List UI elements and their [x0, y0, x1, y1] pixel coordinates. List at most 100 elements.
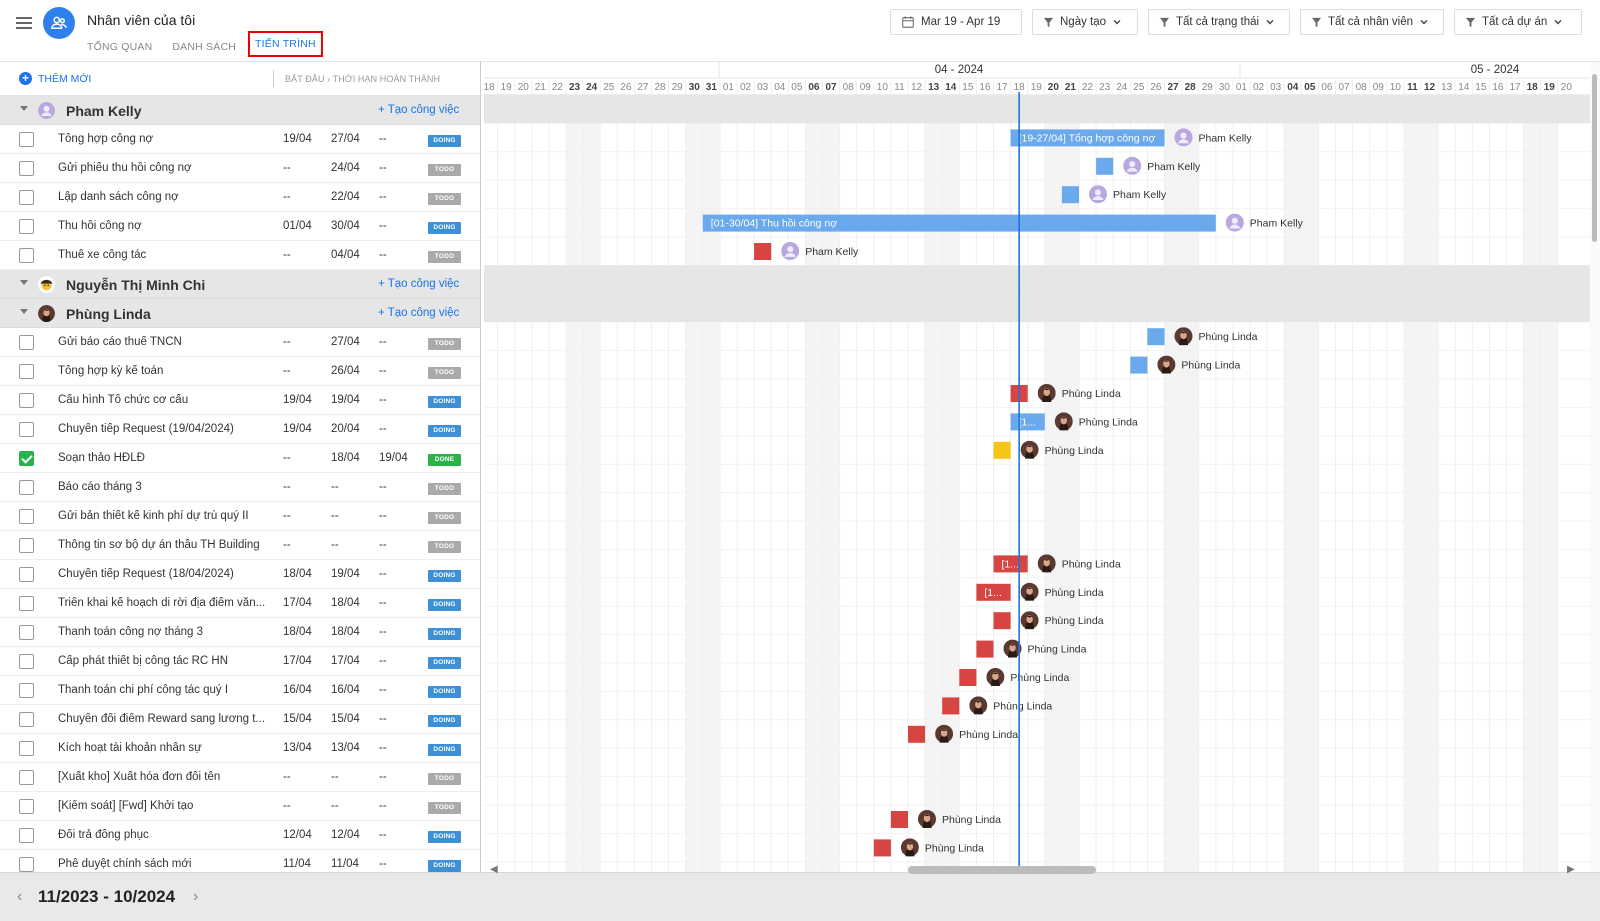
vertical-scrollbar-thumb[interactable]	[1592, 74, 1597, 242]
task-row[interactable]: Thanh toán chi phí công tác quý I 16/04 …	[0, 676, 480, 705]
project-filter[interactable]: Tất cả dự án	[1454, 9, 1582, 35]
task-bar[interactable]	[873, 839, 891, 857]
task-checkbox[interactable]	[19, 364, 34, 379]
task-bar[interactable]	[993, 612, 1011, 630]
task-row[interactable]: Lập danh sách công nợ -- 22/04 -- TODO	[0, 183, 480, 212]
create-task-link[interactable]: + Tạo công việc	[378, 278, 460, 290]
task-name[interactable]: Thanh toán công nợ tháng 3	[58, 626, 204, 638]
date-range-picker[interactable]: Mar 19 - Apr 19	[890, 9, 1022, 35]
task-row[interactable]: Báo cáo tháng 3 -- -- -- TODO	[0, 473, 480, 502]
task-bar[interactable]	[1147, 328, 1165, 346]
task-name[interactable]: Cấp phát thiết bị công tác RC HN	[58, 655, 229, 667]
task-checkbox[interactable]	[19, 538, 34, 553]
task-row[interactable]: Kích hoạt tài khoản nhân sự 13/04 13/04 …	[0, 734, 480, 763]
tab-list[interactable]: DANH SÁCH	[172, 41, 237, 53]
tab-timeline[interactable]: TIẾN TRÌNH	[248, 31, 323, 57]
collapse-caret-icon[interactable]	[20, 280, 28, 285]
task-row[interactable]: Thông tin sơ bộ dự án thầu TH Building -…	[0, 531, 480, 560]
task-checkbox[interactable]	[19, 857, 34, 872]
task-bar[interactable]	[890, 811, 908, 828]
group-row[interactable]: Pham Kelly + Tạo công việc	[0, 96, 480, 125]
task-name[interactable]: Soạn thảo HĐLĐ	[58, 452, 145, 464]
horizontal-scrollbar[interactable]: ◀ ▶	[484, 864, 1590, 876]
task-row[interactable]: Triển khai kế hoạch di rời địa điểm văn.…	[0, 589, 480, 618]
task-row[interactable]: Cấu hình Tổ chức cơ cấu 19/04 19/04 -- D…	[0, 386, 480, 415]
task-row[interactable]: Chuyển tiếp Request (18/04/2024) 18/04 1…	[0, 560, 480, 589]
task-bar[interactable]	[754, 243, 772, 260]
task-row[interactable]: Đổi trả đồng phục 12/04 12/04 -- DOING	[0, 821, 480, 850]
task-checkbox[interactable]	[19, 422, 34, 437]
task-row[interactable]: Chuyển đổi điểm Reward sang lương t... 1…	[0, 705, 480, 734]
next-range-icon[interactable]: ›	[193, 888, 199, 905]
task-checkbox[interactable]	[19, 770, 34, 785]
task-row[interactable]: Soạn thảo HĐLĐ -- 18/04 19/04 DONE	[0, 444, 480, 473]
scroll-right-icon[interactable]: ▶	[1567, 864, 1575, 875]
task-bar[interactable]	[908, 725, 926, 743]
task-checkbox[interactable]	[19, 480, 34, 495]
staff-filter[interactable]: Tất cả nhân viên	[1300, 9, 1444, 35]
task-name[interactable]: Gửi báo cáo thuế TNCN	[58, 336, 182, 348]
task-name[interactable]: Tổng hợp kỳ kế toán	[58, 365, 164, 377]
task-name[interactable]: Phê duyệt chính sách mới	[58, 858, 192, 870]
sort-filter[interactable]: Ngày tạo	[1032, 9, 1138, 35]
task-checkbox[interactable]	[19, 567, 34, 582]
task-bar[interactable]	[1096, 157, 1114, 175]
collapse-caret-icon[interactable]	[20, 106, 28, 111]
task-bar[interactable]	[1130, 356, 1148, 374]
task-checkbox[interactable]	[19, 190, 34, 205]
task-name[interactable]: Chuyển đổi điểm Reward sang lương t...	[58, 713, 266, 725]
task-name[interactable]: Lập danh sách công nợ	[58, 191, 179, 203]
task-bar[interactable]	[1061, 186, 1079, 204]
task-name[interactable]: Thanh toán chi phí công tác quý I	[58, 684, 229, 696]
task-checkbox[interactable]	[19, 596, 34, 611]
create-task-link[interactable]: + Tạo công việc	[378, 104, 460, 116]
task-checkbox[interactable]	[19, 799, 34, 814]
task-name[interactable]: Gửi bản thiết kế kinh phí dự trù quý II	[58, 510, 249, 522]
task-row[interactable]: Thuê xe công tác -- 04/04 -- TODO	[0, 241, 480, 270]
task-checkbox[interactable]	[19, 219, 34, 234]
task-name[interactable]: Chuyển tiếp Request (19/04/2024)	[58, 423, 234, 435]
task-checkbox[interactable]	[19, 712, 34, 727]
add-new-button[interactable]: + THÊM MỚI	[19, 72, 91, 85]
task-checkbox[interactable]	[19, 625, 34, 640]
task-row[interactable]: Tổng hợp công nợ 19/04 27/04 -- DOING	[0, 125, 480, 154]
status-filter[interactable]: Tất cả trạng thái	[1148, 9, 1290, 35]
task-bar[interactable]	[976, 640, 994, 658]
task-checkbox[interactable]	[19, 248, 34, 263]
task-name[interactable]: Triển khai kế hoạch di rời địa điểm văn.…	[58, 597, 266, 609]
task-bar[interactable]	[976, 583, 1011, 601]
task-bar[interactable]	[942, 697, 960, 715]
task-name[interactable]: [Kiểm soát] [Fwd] Khởi tạo	[58, 800, 194, 812]
task-name[interactable]: Thông tin sơ bộ dự án thầu TH Building	[58, 539, 260, 551]
create-task-link[interactable]: + Tạo công việc	[378, 307, 460, 319]
task-name[interactable]: Gửi phiếu thu hồi công nợ	[58, 162, 192, 174]
hamburger-menu-icon[interactable]	[14, 14, 34, 34]
task-row[interactable]: [Kiểm soát] [Fwd] Khởi tạo -- -- -- TODO	[0, 792, 480, 821]
task-checkbox[interactable]	[19, 132, 34, 147]
task-row[interactable]: Cấp phát thiết bị công tác RC HN 17/04 1…	[0, 647, 480, 676]
task-name[interactable]: [Xuất kho] Xuất hóa đơn đổi tên	[58, 771, 221, 783]
task-name[interactable]: Cấu hình Tổ chức cơ cấu	[58, 394, 189, 406]
prev-range-icon[interactable]: ‹	[17, 888, 23, 905]
task-name[interactable]: Đổi trả đồng phục	[58, 829, 149, 841]
task-checkbox[interactable]	[19, 683, 34, 698]
task-name[interactable]: Tổng hợp công nợ	[58, 133, 154, 145]
task-name[interactable]: Thu hồi công nợ	[58, 220, 142, 232]
task-checkbox[interactable]	[19, 654, 34, 669]
task-checkbox[interactable]	[19, 451, 34, 466]
horizontal-scrollbar-thumb[interactable]	[908, 866, 1096, 874]
task-row[interactable]: Chuyển tiếp Request (19/04/2024) 19/04 2…	[0, 415, 480, 444]
task-checkbox[interactable]	[19, 741, 34, 756]
task-checkbox[interactable]	[19, 335, 34, 350]
task-row[interactable]: Tổng hợp kỳ kế toán -- 26/04 -- TODO	[0, 357, 480, 386]
group-row[interactable]: Nguyễn Thị Minh Chi + Tạo công việc	[0, 270, 480, 299]
collapse-caret-icon[interactable]	[20, 309, 28, 314]
task-bar[interactable]	[702, 214, 1216, 232]
group-row[interactable]: Phùng Linda + Tạo công việc	[0, 299, 480, 328]
vertical-scrollbar[interactable]	[1590, 62, 1600, 872]
task-row[interactable]: Thanh toán công nợ tháng 3 18/04 18/04 -…	[0, 618, 480, 647]
task-checkbox[interactable]	[19, 393, 34, 408]
scroll-left-icon[interactable]: ◀	[490, 864, 498, 875]
task-bar[interactable]	[959, 669, 977, 686]
task-checkbox[interactable]	[19, 161, 34, 176]
